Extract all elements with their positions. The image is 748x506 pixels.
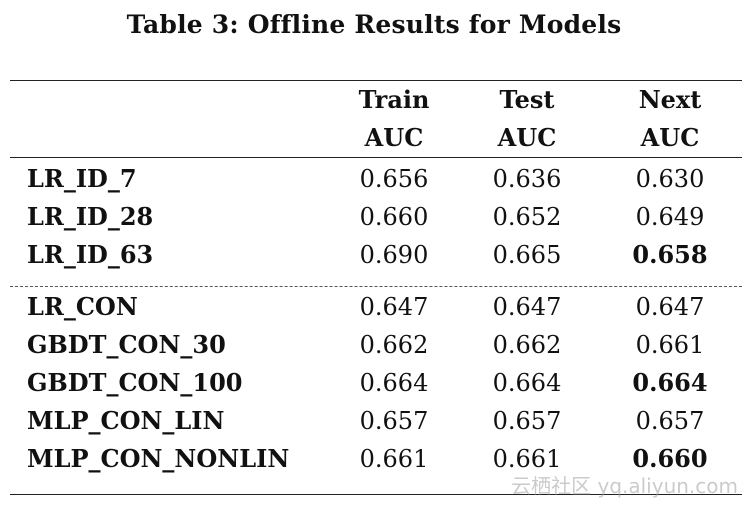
- train-auc: 0.660: [359, 203, 429, 231]
- group-separator: [10, 286, 742, 287]
- model-name: GBDT_CON_30: [27, 330, 226, 359]
- column-header-next: Next AUC: [610, 81, 730, 157]
- model-name: LR_ID_63: [27, 240, 154, 269]
- model-name: GBDT_CON_100: [27, 368, 243, 397]
- train-auc: 0.657: [359, 407, 429, 435]
- bottom-rule: [10, 494, 742, 495]
- train-auc: 0.656: [359, 165, 429, 193]
- next-auc: 0.649: [635, 203, 705, 231]
- next-auc: 0.661: [635, 331, 705, 359]
- table-row: LR_ID_7 0.656 0.636 0.630: [0, 160, 748, 198]
- table-row: GBDT_CON_100 0.664 0.664 0.664: [0, 364, 748, 402]
- top-rule: [10, 80, 742, 81]
- next-auc: 0.658: [632, 240, 708, 269]
- test-auc: 0.665: [492, 241, 562, 269]
- column-header-test-line2: AUC: [497, 123, 557, 152]
- watermark: 云栖社区 yq.aliyun.com: [511, 474, 738, 498]
- column-header-train: Train AUC: [334, 81, 454, 157]
- column-header-train-line1: Train: [358, 85, 430, 114]
- table-caption: Table 3: Offline Results for Models: [126, 10, 622, 39]
- model-name: LR_ID_7: [27, 164, 137, 193]
- table-row: LR_CON 0.647 0.647 0.647: [0, 288, 748, 326]
- train-auc: 0.647: [359, 293, 429, 321]
- column-header-next-line2: AUC: [640, 123, 700, 152]
- test-auc: 0.636: [492, 165, 562, 193]
- next-auc: 0.630: [635, 165, 705, 193]
- test-auc: 0.662: [492, 331, 562, 359]
- model-name: MLP_CON_NONLIN: [27, 444, 290, 473]
- column-header-test: Test AUC: [467, 81, 587, 157]
- next-auc: 0.657: [635, 407, 705, 435]
- table-row: LR_ID_63 0.690 0.665 0.658: [0, 236, 748, 274]
- table-row: MLP_CON_NONLIN 0.661 0.661 0.660: [0, 440, 748, 478]
- model-name: LR_CON: [27, 292, 138, 321]
- table-row: MLP_CON_LIN 0.657 0.657 0.657: [0, 402, 748, 440]
- next-auc: 0.647: [635, 293, 705, 321]
- model-name: MLP_CON_LIN: [27, 406, 225, 435]
- train-auc: 0.664: [359, 369, 429, 397]
- next-auc: 0.664: [632, 368, 708, 397]
- column-header-test-line1: Test: [499, 85, 555, 114]
- model-name: LR_ID_28: [27, 202, 154, 231]
- column-header-next-line1: Next: [638, 85, 702, 114]
- column-header-train-line2: AUC: [364, 123, 424, 152]
- train-auc: 0.661: [359, 445, 429, 473]
- test-auc: 0.652: [492, 203, 562, 231]
- test-auc: 0.661: [492, 445, 562, 473]
- test-auc: 0.657: [492, 407, 562, 435]
- train-auc: 0.690: [359, 241, 429, 269]
- header-rule: [10, 157, 742, 158]
- test-auc: 0.647: [492, 293, 562, 321]
- table-row: GBDT_CON_30 0.662 0.662 0.661: [0, 326, 748, 364]
- train-auc: 0.662: [359, 331, 429, 359]
- table-row: LR_ID_28 0.660 0.652 0.649: [0, 198, 748, 236]
- next-auc: 0.660: [632, 444, 708, 473]
- test-auc: 0.664: [492, 369, 562, 397]
